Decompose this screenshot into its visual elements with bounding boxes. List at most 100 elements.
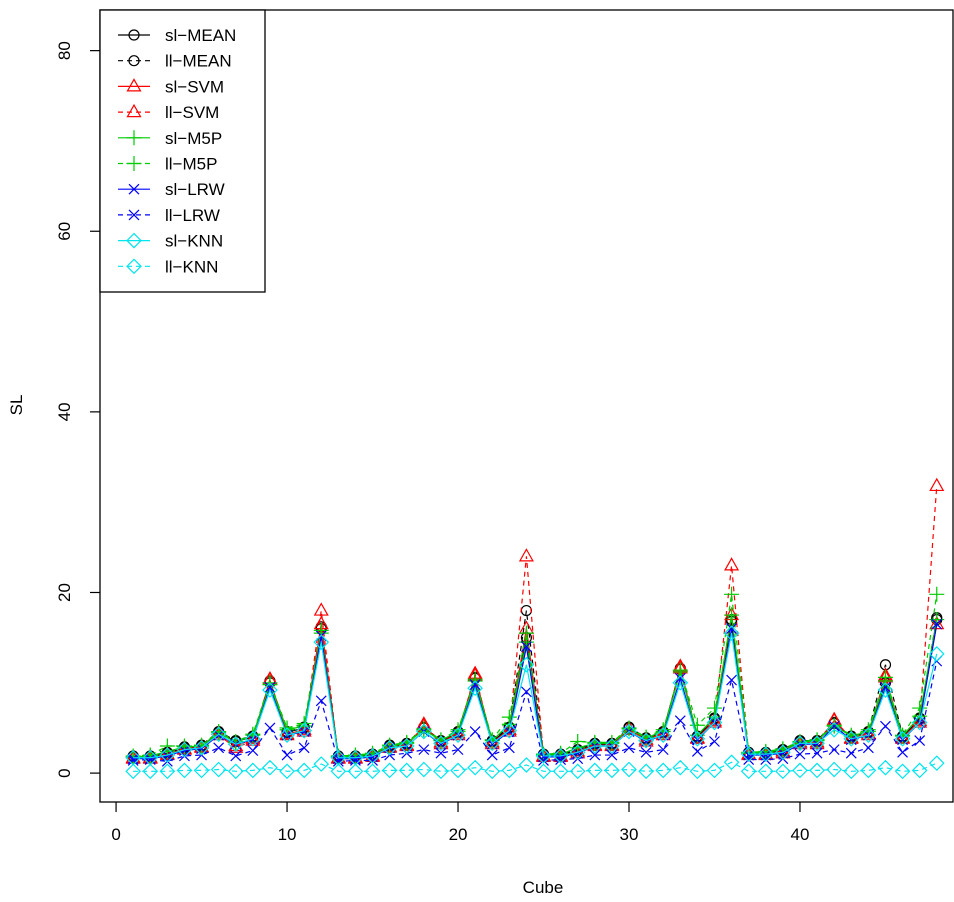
marker [126, 103, 142, 118]
y-tick-label: 0 [55, 768, 74, 777]
legend-label: ll−MEAN [165, 52, 232, 71]
marker [809, 735, 825, 752]
y-tick-label: 80 [55, 41, 74, 60]
x-tick-label: 10 [278, 825, 297, 844]
x-axis-label: Cube [523, 878, 564, 897]
marker [245, 762, 261, 779]
legend-label: ll−LRW [165, 206, 220, 225]
marker [760, 754, 772, 765]
marker [726, 674, 738, 686]
marker [193, 739, 210, 756]
marker [928, 646, 945, 662]
y-tick-label: 40 [55, 402, 74, 421]
marker [484, 735, 501, 752]
marker [674, 672, 686, 684]
marker [826, 721, 843, 738]
marker [264, 722, 276, 734]
marker [826, 761, 843, 778]
marker [535, 763, 552, 780]
marker [538, 755, 549, 766]
marker [518, 548, 534, 562]
marker [227, 736, 244, 753]
marker [740, 763, 757, 780]
marker [503, 742, 515, 754]
marker [230, 750, 242, 762]
marker [877, 682, 894, 698]
x-tick-label: 0 [111, 825, 120, 844]
marker [775, 763, 791, 780]
marker [176, 762, 193, 779]
marker [227, 763, 244, 780]
marker [144, 754, 156, 765]
marker [213, 742, 225, 754]
marker [127, 755, 139, 766]
marker [794, 748, 806, 760]
marker [604, 738, 620, 754]
marker [569, 763, 586, 780]
marker [640, 746, 652, 758]
marker [193, 762, 210, 779]
marker [296, 722, 312, 739]
y-tick-label: 60 [55, 222, 74, 241]
marker [757, 763, 774, 780]
marker [709, 736, 720, 747]
legend-label: sl−M5P [165, 129, 222, 148]
marker [467, 680, 483, 697]
marker [897, 746, 908, 758]
marker [724, 607, 740, 623]
marker [313, 634, 330, 651]
marker [621, 761, 637, 778]
marker [589, 749, 601, 761]
marker [843, 730, 860, 747]
marker [912, 700, 928, 716]
marker [125, 763, 142, 780]
marker [911, 762, 928, 779]
x-tick-label: 40 [791, 825, 810, 844]
marker [655, 727, 672, 744]
legend-label: sl−LRW [165, 180, 225, 199]
marker [621, 723, 637, 740]
marker [860, 727, 877, 744]
marker [159, 738, 175, 754]
marker [689, 730, 706, 747]
marker [672, 674, 689, 691]
marker [484, 735, 500, 750]
marker [862, 742, 874, 754]
marker [435, 747, 447, 759]
marker [264, 681, 276, 693]
marker [128, 29, 140, 41]
marker [418, 744, 430, 756]
marker [210, 726, 227, 743]
marker [518, 757, 535, 773]
marker [706, 714, 723, 731]
marker [587, 734, 603, 750]
marker [792, 735, 808, 752]
marker [606, 749, 618, 761]
marker [176, 741, 193, 758]
marker [911, 714, 928, 731]
marker [313, 602, 329, 616]
marker [657, 744, 669, 756]
marker [381, 762, 398, 779]
marker [655, 762, 672, 779]
marker [467, 759, 483, 776]
marker [586, 762, 603, 779]
marker [880, 720, 891, 732]
marker [672, 759, 689, 776]
series-line [133, 633, 938, 759]
marker [279, 763, 295, 780]
marker [638, 763, 654, 780]
plot-frame [99, 9, 954, 803]
marker [126, 258, 142, 275]
marker [860, 762, 877, 779]
marker [604, 762, 620, 779]
marker [296, 762, 312, 779]
marker [535, 748, 552, 764]
marker [929, 615, 945, 630]
marker [880, 681, 891, 693]
marker [315, 695, 327, 707]
marker [569, 744, 586, 761]
marker [469, 726, 481, 737]
marker [723, 754, 740, 771]
marker [245, 730, 261, 747]
